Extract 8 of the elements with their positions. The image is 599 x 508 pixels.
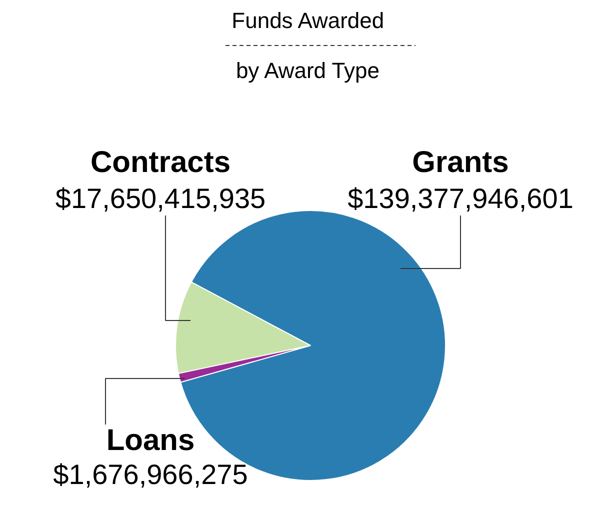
slice-label: Loans [106,424,195,457]
chart-title: Funds Awarded [232,8,384,33]
slice-label: Grants [412,146,509,179]
data-label: $17,650,415,935 [55,183,266,214]
chart-subtitle: by Award Type [236,58,380,83]
data-label: $139,377,946,601 [348,183,574,214]
slice-label: Contracts [90,146,231,179]
data-label: $1,676,966,275 [53,459,248,490]
